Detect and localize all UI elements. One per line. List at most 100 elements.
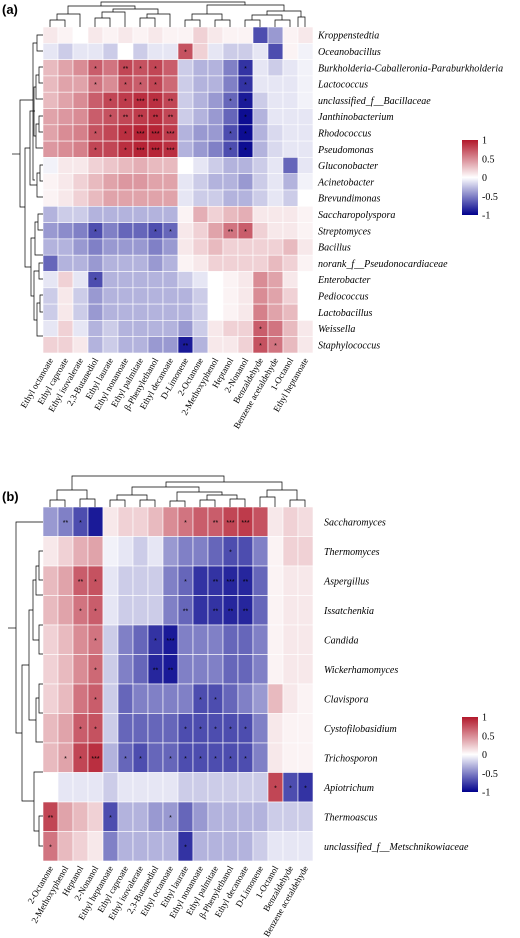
row-label-a-12: Streptomyces	[318, 226, 371, 237]
cell-a-14-13	[237, 254, 254, 272]
cell-a-16-1	[57, 287, 74, 305]
cell-a-6-11	[207, 124, 224, 142]
cell-b-9-6	[132, 772, 149, 803]
sig-mark-a-3-7: *	[154, 82, 157, 89]
cell-b-1-9	[177, 536, 194, 567]
cell-b-6-6	[132, 683, 149, 714]
sig-mark-a-12-13: *	[244, 229, 247, 236]
cell-a-11-14	[252, 206, 269, 223]
cell-b-1-0	[42, 536, 59, 567]
row-label-a-19: Staphylococcus	[318, 340, 380, 351]
cell-a-5-9	[177, 108, 194, 126]
cell-a-14-10	[192, 254, 209, 272]
sig-mark-b-7-3: *	[94, 726, 97, 733]
cell-a-17-11	[207, 303, 224, 321]
cell-a-19-16	[282, 336, 299, 354]
row-label-a-8: Gluconobacter	[318, 161, 378, 172]
cell-a-1-10	[192, 42, 209, 60]
cell-a-8-16	[282, 157, 299, 174]
sig-mark-a-12-8: *	[169, 229, 172, 236]
legend-tick-b-0: 1	[482, 713, 487, 724]
cell-b-10-1	[57, 801, 74, 832]
cell-a-13-9	[177, 238, 194, 256]
cell-a-14-9	[177, 254, 194, 272]
cell-b-4-1	[57, 624, 74, 655]
cell-a-11-6	[132, 206, 149, 223]
cell-a-0-16	[282, 26, 299, 44]
cell-a-4-0	[42, 91, 59, 109]
cell-b-2-4	[102, 565, 119, 596]
cell-b-4-9	[177, 624, 194, 655]
sig-mark-a-2-6: *	[139, 66, 142, 73]
cell-a-0-15	[267, 26, 284, 44]
row-label-a-7: Pseudomonas	[317, 145, 374, 156]
cell-a-0-13	[237, 26, 254, 44]
cell-a-0-3	[87, 26, 104, 44]
sig-mark-a-7-3: *	[94, 147, 97, 154]
cell-a-19-17	[297, 336, 314, 354]
row-label-a-5: Janthinobacterium	[318, 112, 394, 123]
cell-b-1-1	[57, 536, 74, 567]
sig-mark-b-9-16: *	[289, 785, 292, 792]
sig-mark-b-4-8: ***	[166, 638, 174, 645]
cell-b-4-5	[117, 624, 134, 655]
row-label-a-18: Weissella	[318, 324, 355, 335]
cell-a-13-3	[87, 238, 104, 256]
sig-mark-a-3-13: *	[244, 82, 247, 89]
row-label-a-17: Lactobacillus	[317, 308, 373, 319]
sig-mark-b-7-2: *	[79, 726, 82, 733]
cell-a-16-5	[117, 287, 134, 305]
cell-a-18-17	[297, 320, 314, 337]
sig-mark-a-4-13: *	[244, 98, 247, 105]
sig-mark-a-12-7: *	[154, 229, 157, 236]
cell-b-11-13	[237, 831, 254, 862]
cell-a-0-0	[42, 26, 59, 44]
cell-a-7-1	[57, 140, 74, 158]
cell-b-3-4	[102, 595, 119, 626]
sig-mark-a-5-8: **	[168, 115, 174, 122]
cell-b-8-17	[297, 742, 314, 773]
cell-b-4-4	[102, 624, 119, 655]
cell-a-1-7	[147, 42, 164, 60]
cell-a-16-0	[42, 287, 59, 305]
cell-a-2-0	[42, 59, 59, 77]
cell-a-10-7	[147, 189, 164, 207]
cell-a-17-9	[177, 303, 194, 321]
cell-a-19-5	[117, 336, 134, 354]
cell-b-7-5	[117, 713, 134, 744]
sig-mark-b-8-13: *	[244, 756, 247, 763]
cell-a-9-2	[72, 173, 89, 191]
sig-mark-b-5-3: *	[94, 667, 97, 674]
cell-a-18-6	[132, 320, 149, 337]
cell-b-11-5	[117, 831, 134, 862]
cell-a-17-17	[297, 303, 314, 321]
cell-b-9-4	[102, 772, 119, 803]
cell-b-1-4	[102, 536, 119, 567]
cell-b-4-10	[192, 624, 209, 655]
cell-a-9-11	[207, 173, 224, 191]
row-label-a-4: unclassified_f__Bacillaceae	[318, 96, 431, 107]
cell-a-17-4	[102, 303, 119, 321]
cell-b-4-13	[237, 624, 254, 655]
row-label-a-16: Pediococcus	[317, 291, 369, 302]
cell-a-1-11	[207, 42, 224, 60]
cell-a-2-4	[102, 59, 119, 77]
legend-tick-b-1: 0.5	[482, 731, 495, 742]
cell-a-11-1	[57, 206, 74, 223]
cell-b-6-7	[147, 683, 164, 714]
cell-b-1-8	[162, 536, 179, 567]
cell-b-5-6	[132, 654, 149, 685]
cell-b-9-12	[222, 772, 239, 803]
cell-a-16-15	[267, 287, 284, 305]
cell-b-10-17	[297, 801, 314, 832]
legend-tick-a-0: 1	[482, 136, 487, 147]
sig-mark-a-2-3: *	[94, 66, 97, 73]
cell-a-6-0	[42, 124, 59, 142]
cell-a-18-2	[72, 320, 89, 337]
cell-b-2-5	[117, 565, 134, 596]
cell-a-14-8	[162, 254, 179, 272]
sig-mark-b-0-2: *	[79, 520, 82, 527]
cell-b-6-4	[102, 683, 119, 714]
sig-mark-a-6-3: *	[94, 131, 97, 138]
cell-a-11-15	[267, 206, 284, 223]
